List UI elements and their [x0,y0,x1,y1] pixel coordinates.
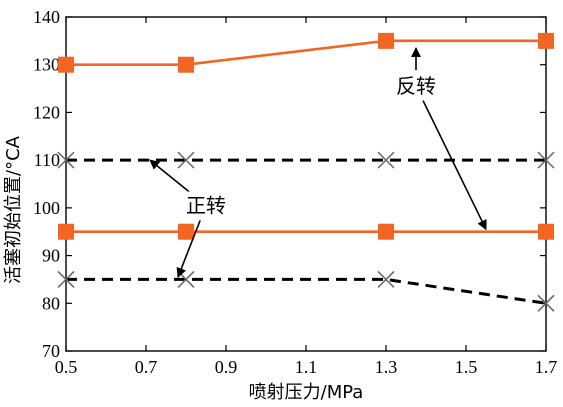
y-tick-label: 140 [33,7,60,27]
y-tick-label: 90 [42,246,60,266]
y-tick-label: 110 [34,150,60,170]
annotation-label-bg [392,72,440,99]
y-axis-title: 活塞初始位置/°CA [3,135,24,284]
x-marker-stroke [377,270,395,288]
annotation-arrow [149,159,195,197]
square-marker [58,223,74,240]
y-tick-label: 80 [42,293,60,313]
x-axis-title: 喷射压力/MPa [249,382,364,403]
annotation-label: 反转 [396,74,436,98]
plot-frame [65,16,547,352]
x-marker-stroke [177,151,195,169]
x-marker-stroke [57,151,75,169]
square-marker [58,56,74,73]
y-tick-label: 100 [33,198,60,218]
axes-layer: 0.5 0.7 0.9 1.1 1.3 1.5 1.7 70 80 90 100 110 120 130 1… [33,7,557,377]
y-tick-label: 70 [42,341,60,361]
x-marker [177,151,195,169]
x-marker-stroke [57,270,75,288]
series-layer [57,32,555,312]
annotation-label-bg [182,191,230,218]
x-marker-stroke [537,294,555,312]
square-marker [378,223,394,240]
x-marker-stroke [377,151,395,169]
square-marker [538,223,554,240]
x-tick-label: 1.5 [455,357,478,377]
series-line [66,39,546,67]
x-tick-label: 1.1 [295,357,318,377]
x-tick-label: 0.9 [215,357,238,377]
x-marker-stroke [177,270,195,288]
annotation-arrow [176,220,201,278]
square-marker [538,32,554,49]
x-marker [377,270,395,288]
x-marker [537,294,555,312]
x-tick-label: 1.3 [375,357,398,377]
x-marker-stroke [537,151,555,169]
y-tick-label: 130 [33,55,60,75]
x-tick-label: 0.5 [55,357,78,377]
y-tick-label: 120 [33,102,60,122]
annotation-label: 正转 [186,193,226,217]
x-marker [377,151,395,169]
square-marker [378,32,394,49]
x-tick-label: 1.7 [535,357,558,377]
series-line [66,277,547,305]
x-marker [537,151,555,169]
x-marker [57,270,75,288]
square-marker [178,223,194,240]
x-tick-label: 0.7 [135,357,158,377]
annotation-arrow [422,100,487,231]
x-marker [57,151,75,169]
square-marker [178,56,194,73]
